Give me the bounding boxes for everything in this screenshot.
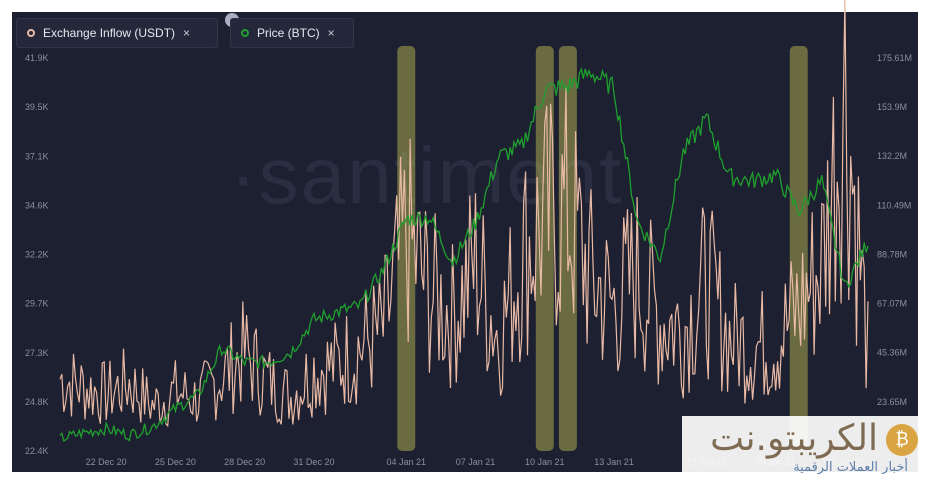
x-axis-tick: 28 Dec 20	[224, 457, 265, 467]
right-axis-tick: 88.78M	[877, 249, 907, 259]
x-axis-tick: 22 Dec 20	[86, 457, 127, 467]
series-dot-icon	[27, 29, 35, 37]
price-btc-line	[59, 67, 869, 443]
x-axis-tick: 13 Jan 21	[594, 457, 634, 467]
legend-chip-price[interactable]: Price (BTC) ×	[230, 18, 354, 48]
left-axis-tick: 34.6K	[25, 200, 49, 210]
watermark: ·santiment	[230, 131, 624, 220]
right-axis-tick: 175.61M	[877, 53, 912, 63]
logo-subtitle: أخبار العملات الرقمية	[793, 460, 908, 475]
x-axis-tick: 25 Dec 20	[155, 457, 196, 467]
left-axis-tick: 24.8K	[25, 397, 49, 407]
left-axis-tick: 37.1K	[25, 151, 49, 161]
right-axis-tick: 153.9M	[877, 102, 907, 112]
legend-chip-exchange-inflow[interactable]: Exchange Inflow (USDT) ×	[16, 18, 218, 48]
right-axis-tick: 45.36M	[877, 348, 907, 358]
x-axis-tick: 31 Dec 20	[293, 457, 334, 467]
close-icon[interactable]: ×	[183, 26, 191, 40]
right-axis-tick: 110.49M	[877, 200, 911, 210]
bitcoin-icon: ₿	[886, 424, 918, 456]
x-axis-tick: 10 Jan 21	[525, 457, 565, 467]
left-axis-tick: 27.3K	[25, 348, 49, 358]
x-axis-tick: 04 Jan 21	[387, 457, 427, 467]
close-icon[interactable]: ×	[327, 26, 335, 40]
left-axis-tick: 41.9K	[25, 53, 49, 63]
right-axis-tick: 23.65M	[877, 397, 907, 407]
right-axis-tick: 67.07M	[877, 299, 907, 309]
series-dot-icon	[241, 29, 249, 37]
site-logo: الكريبتو.نت أخبار العملات الرقمية ₿	[682, 416, 922, 482]
x-axis-tick: 07 Jan 21	[456, 457, 496, 467]
exchange-inflow-line	[59, 0, 869, 428]
legend-label: Exchange Inflow (USDT)	[43, 26, 176, 40]
left-axis-tick: 22.4K	[25, 446, 49, 456]
logo-title: الكريبتو.نت	[710, 418, 878, 459]
highlight-band	[535, 46, 554, 451]
left-axis-tick: 32.2K	[25, 250, 49, 260]
legend-label: Price (BTC)	[257, 26, 320, 40]
highlight-band	[789, 46, 808, 451]
left-axis-tick: 29.7K	[25, 299, 49, 309]
left-axis-tick: 39.5K	[25, 102, 49, 112]
right-axis-tick: 132.2M	[877, 151, 907, 161]
